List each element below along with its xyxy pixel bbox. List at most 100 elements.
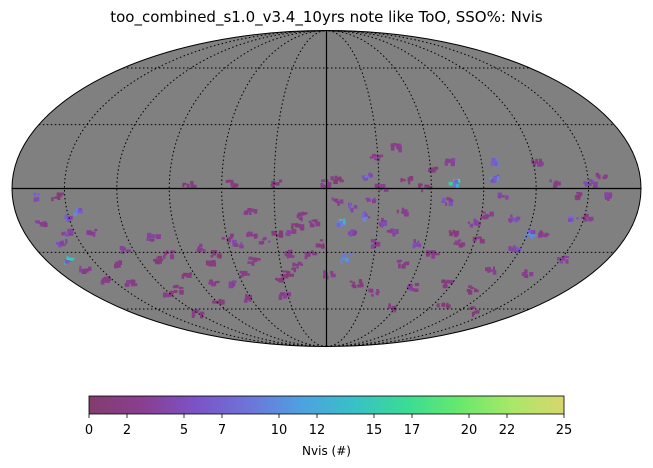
data-point (61, 228, 74, 237)
data-point (146, 232, 161, 242)
data-point (331, 197, 344, 206)
colorbar-tick-label: 17 (404, 423, 421, 438)
data-point (336, 218, 346, 228)
data-point (114, 260, 123, 269)
data-point (521, 269, 534, 279)
data-point (340, 253, 353, 264)
data-point (396, 259, 410, 269)
data-point (212, 299, 225, 305)
data-point (467, 218, 481, 228)
data-point (221, 233, 234, 243)
data-point (441, 279, 454, 289)
data-point (595, 172, 608, 180)
data-point (232, 239, 244, 249)
data-point (406, 282, 420, 292)
data-point (604, 192, 613, 201)
data-point (291, 222, 305, 231)
data-point (64, 256, 75, 265)
data-point (425, 250, 440, 259)
data-point (490, 158, 501, 167)
data-point (243, 294, 253, 303)
data-point (284, 249, 295, 259)
data-point (271, 230, 284, 238)
data-point (347, 229, 357, 237)
data-points (33, 143, 613, 319)
data-point (181, 272, 193, 279)
meridian-line (168, 30, 327, 347)
data-point (390, 143, 402, 153)
data-point (247, 256, 261, 266)
data-point (278, 292, 292, 300)
data-point (182, 180, 197, 189)
data-point (453, 239, 466, 248)
data-point (51, 192, 64, 202)
data-point (330, 175, 344, 184)
data-point (448, 179, 461, 189)
data-point (444, 158, 456, 167)
data-point (196, 243, 206, 254)
colorbar-tick-label: 25 (556, 423, 573, 438)
data-point (361, 172, 373, 181)
data-point (489, 174, 500, 183)
data-point (210, 250, 222, 259)
data-point (568, 216, 579, 223)
colorbar-tick-label: 20 (461, 423, 478, 438)
data-point (538, 230, 550, 238)
data-point (308, 219, 321, 228)
data-point (468, 306, 480, 317)
data-point (348, 202, 358, 213)
data-point (583, 179, 598, 189)
data-point (448, 229, 460, 238)
data-point (508, 245, 522, 253)
data-point (428, 166, 439, 173)
colorbar-label: Nvis (#) (302, 444, 351, 458)
data-point (396, 207, 409, 217)
colorbar-tick-label: 2 (123, 423, 131, 438)
colorbar-tick-label: 5 (180, 423, 188, 438)
data-point (191, 309, 205, 319)
data-point (368, 288, 380, 297)
data-point (320, 179, 332, 190)
colorbar-tick-label: 15 (366, 423, 383, 438)
data-point (208, 279, 220, 287)
data-point (497, 192, 509, 200)
data-point (258, 236, 271, 245)
data-point (119, 246, 132, 254)
data-point (124, 279, 138, 287)
colorbar-tick-label: 12 (309, 423, 326, 438)
data-point (315, 239, 325, 249)
data-point (246, 231, 258, 239)
data-point (275, 275, 287, 283)
data-point (162, 290, 174, 298)
colorbar-gradient (88, 395, 565, 415)
data-point (100, 276, 112, 285)
data-point (33, 192, 41, 202)
data-point (172, 284, 184, 295)
data-point (466, 285, 479, 295)
data-point (349, 279, 364, 289)
data-point (296, 211, 308, 222)
data-point (56, 239, 68, 248)
data-point (485, 266, 497, 275)
map-outline (11, 30, 642, 347)
data-point (270, 179, 283, 189)
data-point (225, 179, 239, 189)
data-point (557, 255, 569, 264)
data-point (378, 217, 388, 228)
data-point (365, 197, 377, 204)
data-point (228, 280, 237, 289)
data-point (239, 270, 250, 278)
meridian-line (273, 30, 327, 347)
data-point (285, 229, 297, 237)
data-point (362, 211, 371, 222)
data-point (73, 208, 83, 216)
data-point (386, 228, 399, 237)
data-point (243, 208, 258, 215)
data-point (441, 196, 454, 206)
data-point (480, 211, 494, 220)
colorbar-tick-label: 7 (218, 423, 226, 438)
data-point (205, 260, 217, 267)
colorbar-tick-label: 10 (271, 423, 288, 438)
